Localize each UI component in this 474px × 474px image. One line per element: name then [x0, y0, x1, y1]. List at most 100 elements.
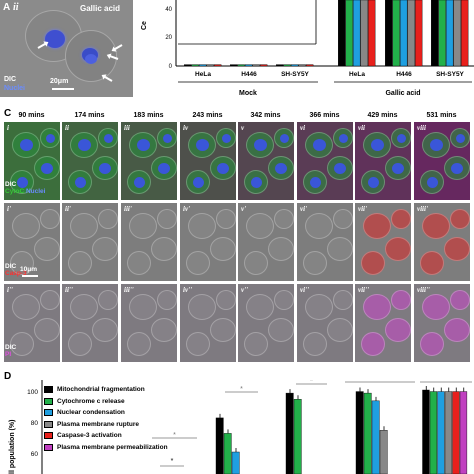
cell-body	[98, 128, 118, 148]
legend-label: Caspase-3 activation	[57, 432, 122, 439]
tile-roman-label: viii''	[417, 286, 430, 294]
bar	[285, 392, 294, 474]
significance-group: * * * * * *	[152, 380, 472, 467]
nucleus	[451, 162, 463, 174]
bar	[306, 64, 314, 67]
legend-label: Plasma membrane rupture	[57, 420, 140, 428]
micrograph-tile: ii'	[61, 202, 119, 282]
row2-scale-label: 10μm	[20, 266, 37, 273]
nucleus	[19, 139, 33, 151]
timepoint-label: 90 mins	[18, 112, 45, 119]
cell-body	[268, 156, 294, 180]
xtick-mock-h446: H446	[241, 71, 257, 78]
legend-item: Mitochondrial fragmentation	[44, 386, 145, 393]
tile-roman-label: ii''	[65, 286, 73, 294]
panel-a-label-dic: DIC	[4, 76, 17, 83]
cell-body	[151, 237, 177, 261]
bar	[214, 64, 222, 67]
significance-star: *	[310, 380, 313, 385]
cell-body	[127, 170, 151, 194]
legend-label: Plasma membrane permeabilization	[57, 443, 168, 451]
panel-a-scale-bar	[52, 88, 74, 90]
cell-body	[127, 251, 151, 275]
bar	[371, 400, 380, 474]
cell-body	[10, 251, 34, 275]
cell-body	[186, 332, 210, 356]
timepoint-label: 366 mins	[309, 112, 340, 119]
micrograph-tile: i''	[3, 283, 61, 363]
cell-body	[188, 213, 216, 239]
bar	[252, 64, 260, 67]
nucleus	[429, 139, 443, 151]
cell-body	[268, 318, 294, 342]
tile-roman-label: vii''	[358, 286, 369, 294]
timepoint-label: 342 mins	[250, 112, 281, 119]
legend-swatch	[44, 409, 53, 416]
bar	[223, 433, 232, 474]
legend-item: Plasma membrane rupture	[44, 420, 140, 428]
row2-label-dic: DIC	[5, 263, 17, 270]
cell-body	[70, 132, 98, 158]
micrograph-tile: vi''	[296, 283, 354, 363]
bar	[438, 0, 446, 67]
tile-roman-label: ii	[65, 124, 69, 132]
bar	[206, 64, 214, 67]
nucleus	[99, 162, 111, 174]
micrograph-tile: iii''	[120, 283, 178, 363]
bar	[444, 391, 453, 474]
cell-body	[333, 128, 353, 148]
bar	[368, 0, 376, 67]
cell-body	[361, 332, 385, 356]
cell-body	[98, 290, 118, 310]
panel-a-title: Gallic acid	[80, 4, 121, 13]
row1-labels: DIC CytoC Nuclei	[5, 181, 45, 195]
bar	[400, 0, 408, 67]
tile-roman-label: iv'	[183, 205, 190, 213]
legend-swatch	[44, 432, 53, 439]
nucleus	[162, 133, 172, 143]
cell-body	[129, 132, 157, 158]
cell-body	[391, 209, 411, 229]
panel-b-chart: Ce 40 20 0 HeLa H446 SH-SY5Y HeLa H446 S…	[141, 0, 474, 97]
panel-d-chart: ll population (%) 100 80 60 * * * * * *	[9, 380, 472, 474]
micrograph-tile: vi	[296, 121, 354, 201]
bar	[360, 0, 368, 67]
nucleus	[279, 133, 289, 143]
timepoint-label: 183 mins	[133, 112, 164, 119]
bar	[422, 389, 430, 474]
bar	[283, 64, 291, 67]
micrograph-tile: i	[3, 121, 61, 201]
micrograph-tile: iv	[179, 121, 237, 201]
row2-label-casp: Casp-3	[5, 270, 27, 277]
cell-body	[210, 156, 236, 180]
significance-star: *	[379, 380, 382, 383]
tile-roman-label: v''	[241, 286, 248, 294]
nucleus	[45, 30, 65, 48]
cell-body	[422, 294, 450, 320]
cell-body	[444, 237, 470, 261]
cell-body	[12, 132, 40, 158]
micrograph-tile: v'	[237, 202, 295, 282]
cell-body	[385, 237, 411, 261]
cell-body	[92, 156, 118, 180]
cell-body	[127, 332, 151, 356]
bar	[453, 0, 461, 67]
cell-body	[303, 332, 327, 356]
tile-roman-label: iii'	[124, 205, 132, 213]
cell-body	[151, 318, 177, 342]
cell-body	[12, 213, 40, 239]
bar	[291, 64, 299, 67]
panel-a-label-nuclei: Nuclei	[4, 85, 26, 92]
cell-body	[246, 213, 274, 239]
cell-body	[34, 318, 60, 342]
cell-body	[385, 318, 411, 342]
cell-body	[333, 290, 353, 310]
panel-a-roman: ii	[13, 2, 19, 13]
cell-body	[92, 237, 118, 261]
cell-body	[188, 132, 216, 158]
cell-body	[422, 213, 450, 239]
cell-body	[70, 294, 98, 320]
cell-body	[361, 170, 385, 194]
bar	[245, 64, 253, 67]
cell-body	[361, 251, 385, 275]
